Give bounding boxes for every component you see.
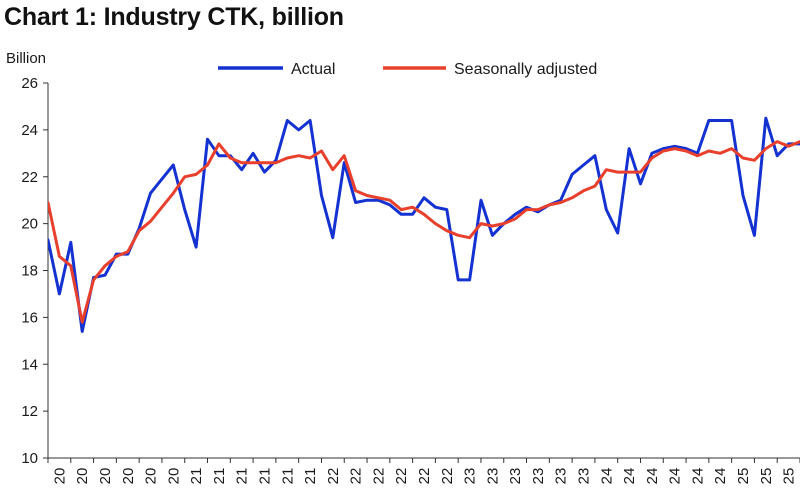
- x-tick-label: 21: [234, 468, 251, 485]
- x-tick-label: 25: [735, 468, 752, 485]
- x-tick-label: 22: [393, 468, 410, 485]
- x-tick-label: 23: [462, 468, 479, 485]
- series-seasonally-adjusted-line: [48, 140, 800, 324]
- x-tick-label: 20: [97, 468, 114, 485]
- y-tick-label: 22: [21, 169, 38, 186]
- x-tick-label: 21: [256, 468, 273, 485]
- x-tick-label: 23: [507, 468, 524, 485]
- x-tick-label: 24: [621, 468, 638, 485]
- x-tick-label: 20: [74, 468, 91, 485]
- x-tick-label: 21: [302, 468, 319, 485]
- series-layer: [48, 116, 800, 333]
- legend-label-seasonally-adjusted: Seasonally adjusted: [454, 61, 597, 78]
- x-tick-label: 22: [439, 468, 456, 485]
- x-tick-label: 24: [667, 468, 684, 485]
- x-tick-label: 25: [781, 468, 798, 485]
- y-tick-label: 12: [21, 403, 38, 420]
- x-tick-label: 20: [120, 468, 137, 485]
- x-tick-label: 22: [370, 468, 387, 485]
- x-tick-label: 23: [530, 468, 547, 485]
- x-tick-label: 20: [165, 468, 182, 485]
- legend-label-actual: Actual: [291, 61, 335, 78]
- y-tick-label: 18: [21, 263, 38, 280]
- series-actual-line: [48, 116, 800, 333]
- x-tick-label: 22: [416, 468, 433, 485]
- x-tick-label: 22: [348, 468, 365, 485]
- x-tick-label: 24: [712, 468, 729, 485]
- x-tick-label: 20: [51, 468, 68, 485]
- x-tick-label: 23: [484, 468, 501, 485]
- x-tick-label: 21: [211, 468, 228, 485]
- y-tick-label: 10: [21, 450, 38, 467]
- x-tick-label: 23: [576, 468, 593, 485]
- x-tick-label: 24: [644, 468, 661, 485]
- x-tick-label: 22: [325, 468, 342, 485]
- x-tick-label: 23: [553, 468, 570, 485]
- y-tick-label: 24: [21, 122, 38, 139]
- chart-axes: Billion 10 12 14 16 18 20 22 24 26 20 20 20 20 20 20 21 2…: [6, 50, 800, 484]
- y-axis-title: Billion: [6, 50, 46, 67]
- y-tick-label: 26: [21, 75, 38, 92]
- x-tick-label: 24: [689, 468, 706, 485]
- y-tick-label: 20: [21, 216, 38, 233]
- x-tick-label: 20: [143, 468, 160, 485]
- legend: Actual Seasonally adjusted: [218, 61, 597, 78]
- x-tick-label: 24: [598, 468, 615, 485]
- x-tick-label: 21: [279, 468, 296, 485]
- chart-title: Chart 1: Industry CTK, billion: [4, 3, 344, 31]
- y-tick-label: 16: [21, 309, 38, 326]
- x-tick-label: 21: [188, 468, 205, 485]
- y-tick-label: 14: [21, 356, 38, 373]
- x-tick-label: 25: [758, 468, 775, 485]
